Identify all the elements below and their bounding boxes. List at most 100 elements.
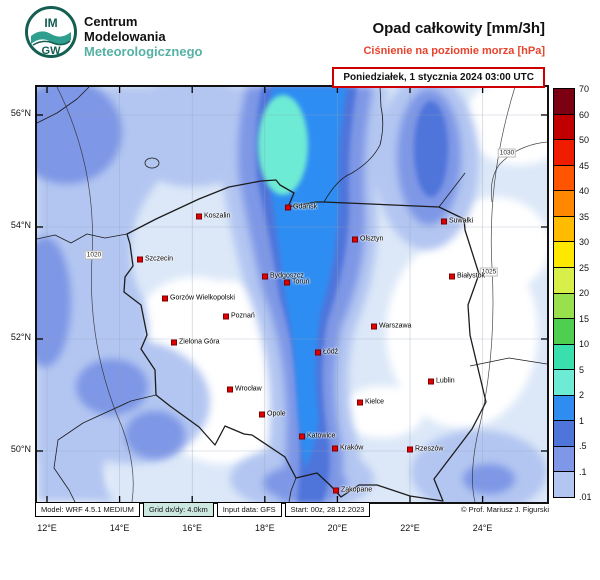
city-dot bbox=[227, 386, 233, 392]
lat-label: 54°N bbox=[10, 220, 31, 230]
footer-model: Model: WRF 4.5.1 MEDIUM bbox=[35, 502, 140, 517]
city-dot bbox=[407, 446, 413, 452]
city-label: Gorzów Wielkopolski bbox=[170, 294, 235, 302]
city-dot bbox=[196, 213, 202, 219]
colorbar-cell bbox=[554, 266, 574, 293]
city-label: Wrocław bbox=[235, 385, 262, 393]
city-label: Gdańsk bbox=[293, 203, 318, 211]
colorbar-level-label: 70 bbox=[579, 84, 590, 94]
city-dot bbox=[357, 399, 363, 405]
colorbar-level-label: 2 bbox=[579, 390, 585, 400]
city-dot bbox=[285, 204, 291, 210]
city-label: Rzeszów bbox=[415, 445, 444, 453]
city-marker-rzeszów: Rzeszów bbox=[407, 445, 444, 453]
colorbar-cells bbox=[553, 88, 575, 498]
colorbar-level-label: 40 bbox=[579, 186, 590, 196]
city-marker-poznań: Poznań bbox=[223, 312, 255, 320]
city-marker-kielce: Kielce bbox=[357, 398, 385, 406]
lat-label: 52°N bbox=[10, 332, 31, 342]
colorbar-level-label: 35 bbox=[579, 211, 590, 222]
kaliningrad-coastline bbox=[323, 87, 384, 203]
city-dot bbox=[332, 445, 338, 451]
colorbar: 70 60 50 45 40 35 30 25 20 15 10 5 2 1 .5 .1 .01 bbox=[553, 84, 599, 502]
lon-label: 24°E bbox=[472, 523, 493, 533]
imgw-logo: IM GW bbox=[24, 5, 78, 59]
colorbar-cell bbox=[554, 292, 574, 319]
city-marker-zielona-góra: Zielona Góra bbox=[171, 338, 220, 346]
footer-grid: Grid dx/dy: 4.0km bbox=[142, 502, 214, 517]
city-label: Poznań bbox=[231, 312, 255, 320]
org-name-line2: Modelowania bbox=[84, 29, 166, 44]
swedish-coastline bbox=[37, 87, 90, 124]
footer-start-time: Start: 00z, 28.12.2023 bbox=[284, 502, 371, 517]
czech-german-border bbox=[53, 394, 157, 502]
city-dot bbox=[137, 256, 143, 262]
colorbar-level-label: .1 bbox=[579, 466, 587, 477]
city-label: Zielona Góra bbox=[179, 338, 220, 346]
colorbar-cell bbox=[554, 113, 574, 140]
city-marker-suwałki: Suwałki bbox=[441, 217, 474, 225]
colorbar-level-label: .5 bbox=[579, 441, 587, 451]
colorbar-cell bbox=[554, 89, 574, 114]
isobars bbox=[56, 87, 547, 502]
footer-bar: Model: WRF 4.5.1 MEDIUM Grid dx/dy: 4.0k… bbox=[35, 502, 549, 517]
colorbar-level-label: 25 bbox=[579, 262, 590, 273]
city-label: Katowice bbox=[307, 432, 336, 440]
precip-max-patch bbox=[258, 95, 308, 195]
city-label: Opole bbox=[267, 410, 286, 418]
colorbar-cell bbox=[554, 215, 574, 242]
colorbar-level-label: 10 bbox=[579, 339, 590, 349]
colorbar-level-label: 15 bbox=[579, 313, 590, 324]
city-marker-kraków: Kraków bbox=[332, 444, 364, 452]
colorbar-cell bbox=[554, 139, 574, 165]
city-marker-gorzów-wielkopolski: Gorzów Wielkopolski bbox=[162, 294, 235, 302]
poland-border bbox=[123, 179, 487, 502]
footer-input-data: Input data: GFS bbox=[216, 502, 282, 517]
city-label: Lublin bbox=[436, 377, 455, 385]
logo-text-im: IM bbox=[44, 16, 57, 30]
kaliningrad-lithuania-border bbox=[438, 172, 466, 208]
isobar-value-label: 1020 bbox=[84, 250, 104, 260]
city-label: Kraków bbox=[340, 444, 364, 452]
city-label: Kielce bbox=[365, 398, 385, 406]
colorbar-cell bbox=[554, 471, 574, 497]
czech-slovak-border bbox=[288, 477, 297, 502]
city-dot bbox=[171, 339, 177, 345]
city-marker-wrocław: Wrocław bbox=[227, 385, 262, 393]
colorbar-level-label: .01 bbox=[579, 492, 592, 502]
city-dot bbox=[371, 323, 377, 329]
colorbar-cell bbox=[554, 445, 574, 472]
colorbar-cell bbox=[554, 318, 574, 344]
city-marker-zakopane: Zakopane bbox=[333, 486, 373, 494]
bornholm-island bbox=[144, 157, 160, 169]
ukraine-belarus-border bbox=[469, 357, 547, 367]
colorbar-cell bbox=[554, 343, 574, 370]
city-marker-koszalin: Koszalin bbox=[196, 213, 230, 220]
lon-label: 16°E bbox=[182, 523, 202, 533]
city-marker-warszawa: Warszawa bbox=[371, 322, 412, 330]
lon-label: 12°E bbox=[37, 523, 57, 533]
city-marker-bydgoszcz: Bydgoszcz bbox=[262, 273, 304, 280]
colorbar-level-label: 60 bbox=[579, 109, 590, 120]
org-name-line3: Meteorologicznego bbox=[84, 44, 203, 59]
map-area: Koszalin Gdańsk Suwałki Olsztyn Szczecin Bydg… bbox=[35, 85, 549, 504]
city-dot bbox=[299, 433, 305, 439]
city-label: Zakopane bbox=[341, 486, 373, 494]
city-marker-toruń: Toruń bbox=[284, 278, 310, 286]
footer-copyright: © Prof. Mariusz J. Figurski bbox=[460, 505, 549, 514]
imgw-logo-graphic: IM GW bbox=[25, 6, 77, 58]
city-marker-opole: Opole bbox=[259, 410, 286, 418]
precipitation-field bbox=[37, 87, 547, 502]
city-marker-łódź: Łódź bbox=[315, 349, 338, 356]
logo-text-gw: GW bbox=[42, 45, 62, 57]
lon-label: 18°E bbox=[254, 523, 275, 533]
city-label: Toruń bbox=[292, 278, 310, 286]
city-label: Suwałki bbox=[449, 217, 474, 225]
city-label: Warszawa bbox=[379, 322, 412, 330]
city-marker-olsztyn: Olsztyn bbox=[352, 235, 384, 243]
city-label: Olsztyn bbox=[360, 235, 384, 243]
colorbar-level-label: 20 bbox=[579, 288, 590, 298]
city-dot bbox=[284, 279, 290, 285]
city-dot bbox=[428, 378, 434, 384]
